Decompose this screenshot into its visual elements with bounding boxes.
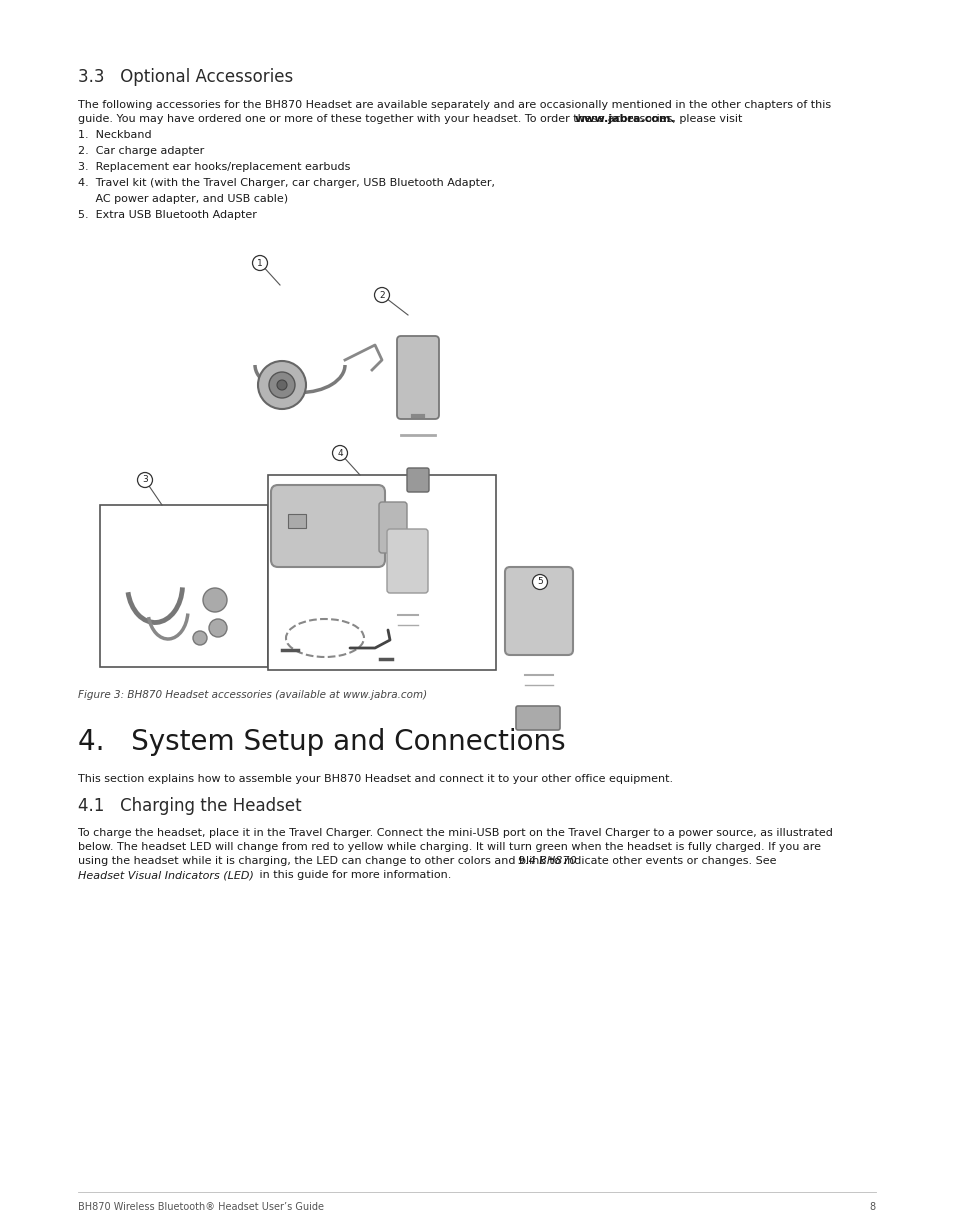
Circle shape xyxy=(532,574,547,589)
Text: Figure 3: BH870 Headset accessories (available at www.jabra.com): Figure 3: BH870 Headset accessories (ava… xyxy=(78,690,427,699)
Text: To charge the headset, place it in the Travel Charger. Connect the mini-USB port: To charge the headset, place it in the T… xyxy=(78,828,832,838)
Circle shape xyxy=(375,287,389,303)
Text: BH870 Wireless Bluetooth® Headset User’s Guide: BH870 Wireless Bluetooth® Headset User’s… xyxy=(78,1202,324,1212)
Text: below. The headset LED will change from red to yellow while charging. It will tu: below. The headset LED will change from … xyxy=(78,842,821,852)
Text: 5.  Extra USB Bluetooth Adapter: 5. Extra USB Bluetooth Adapter xyxy=(78,210,256,220)
Text: 5: 5 xyxy=(537,578,542,587)
Circle shape xyxy=(276,380,287,390)
FancyBboxPatch shape xyxy=(271,485,385,567)
Text: The following accessories for the BH870 Headset are available separately and are: The following accessories for the BH870 … xyxy=(78,99,830,110)
FancyBboxPatch shape xyxy=(387,529,428,593)
Text: using the headset while it is charging, the LED can change to other colors and b: using the headset while it is charging, … xyxy=(78,856,780,866)
Text: AC power adapter, and USB cable): AC power adapter, and USB cable) xyxy=(78,194,288,204)
Circle shape xyxy=(203,588,227,612)
Text: 4.  Travel kit (with the Travel Charger, car charger, USB Bluetooth Adapter,: 4. Travel kit (with the Travel Charger, … xyxy=(78,178,495,188)
Circle shape xyxy=(137,472,152,487)
Circle shape xyxy=(257,361,306,409)
Text: 4.   System Setup and Connections: 4. System Setup and Connections xyxy=(78,728,565,756)
FancyBboxPatch shape xyxy=(378,502,407,553)
Bar xyxy=(100,506,268,667)
Text: 8: 8 xyxy=(869,1202,875,1212)
Circle shape xyxy=(209,618,227,637)
Text: 4.1   Charging the Headset: 4.1 Charging the Headset xyxy=(78,798,301,815)
Text: 3: 3 xyxy=(142,476,148,485)
Text: 3.  Replacement ear hooks/replacement earbuds: 3. Replacement ear hooks/replacement ear… xyxy=(78,162,350,172)
Text: 2: 2 xyxy=(378,291,384,299)
Circle shape xyxy=(333,445,347,460)
Text: guide. You may have ordered one or more of these together with your headset. To : guide. You may have ordered one or more … xyxy=(78,114,745,124)
Circle shape xyxy=(269,372,294,398)
FancyBboxPatch shape xyxy=(504,567,573,655)
Text: 9.4 BH870: 9.4 BH870 xyxy=(517,856,576,866)
Text: in this guide for more information.: in this guide for more information. xyxy=(255,870,451,880)
FancyBboxPatch shape xyxy=(396,336,438,418)
Circle shape xyxy=(193,631,207,645)
Text: 2.  Car charge adapter: 2. Car charge adapter xyxy=(78,146,204,156)
Text: Headset Visual Indicators (LED): Headset Visual Indicators (LED) xyxy=(78,870,253,880)
FancyBboxPatch shape xyxy=(407,467,429,492)
Bar xyxy=(268,475,496,670)
Text: This section explains how to assemble your BH870 Headset and connect it to your : This section explains how to assemble yo… xyxy=(78,774,673,784)
Text: 1: 1 xyxy=(257,259,263,267)
FancyBboxPatch shape xyxy=(516,706,559,730)
Text: 3.3   Optional Accessories: 3.3 Optional Accessories xyxy=(78,67,293,86)
Text: 4: 4 xyxy=(336,449,342,458)
Text: 1.  Neckband: 1. Neckband xyxy=(78,130,152,140)
Circle shape xyxy=(253,255,267,270)
Text: www.jabra.com.: www.jabra.com. xyxy=(575,114,675,124)
Bar xyxy=(288,514,306,528)
